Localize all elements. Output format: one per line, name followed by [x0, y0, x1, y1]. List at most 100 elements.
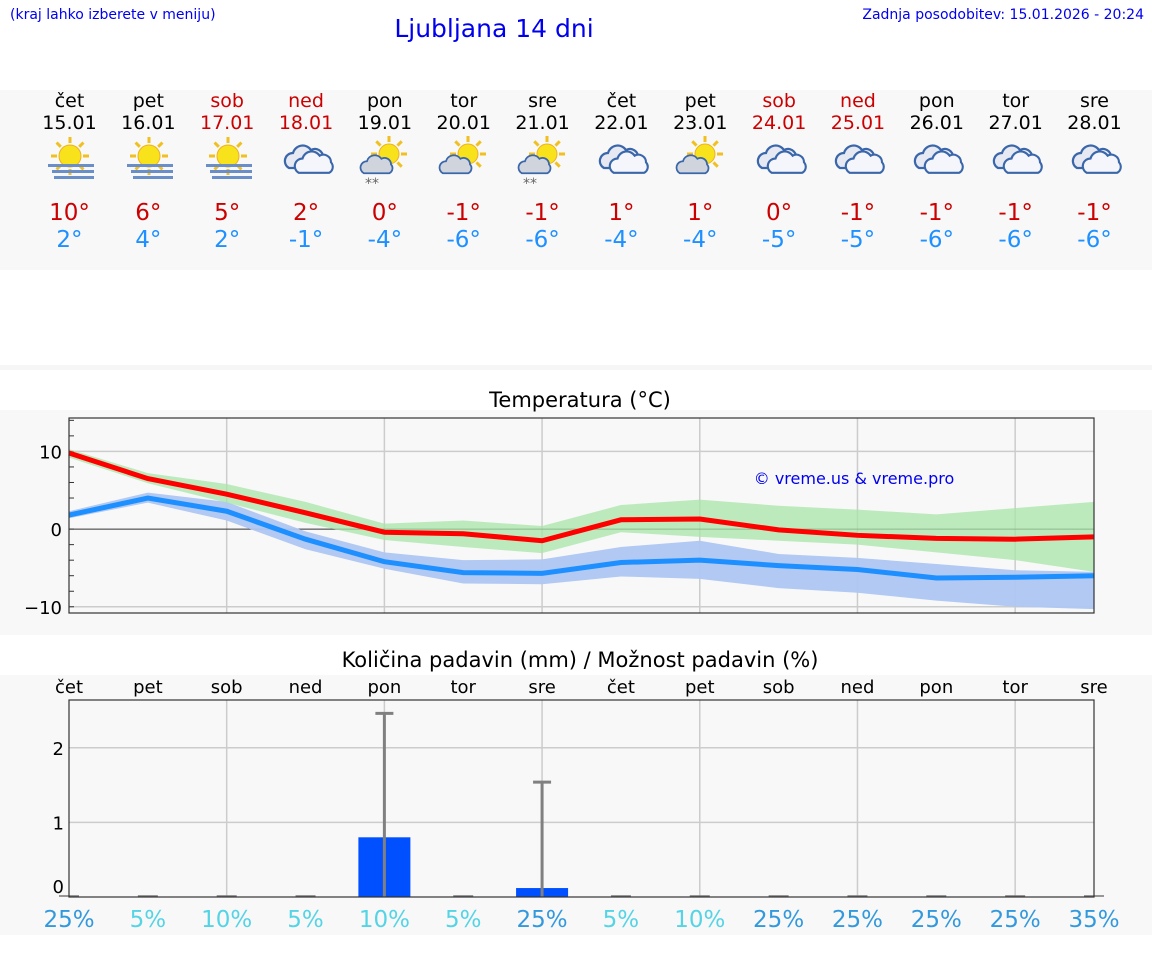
- max-temp: 5°: [214, 200, 241, 226]
- precipitation-probability: 10%: [359, 907, 410, 933]
- precipitation-chart-title: Količina padavin (mm) / Možnost padavin …: [341, 648, 819, 672]
- precipitation-probability: 5%: [603, 907, 640, 933]
- cloudy-icon: [1067, 134, 1123, 190]
- min-temp: -4°: [683, 227, 718, 253]
- day-label: pon: [919, 677, 953, 698]
- day-date: 15.01: [42, 112, 97, 134]
- day-name: ned: [840, 90, 876, 112]
- min-temp: -6°: [919, 227, 955, 253]
- svg-text:**: **: [523, 176, 537, 190]
- sun-fog-icon: [42, 134, 98, 190]
- precipitation-probability: 5%: [130, 907, 167, 933]
- day-name: pon: [367, 90, 403, 112]
- precipitation-probability: 35%: [1068, 907, 1119, 933]
- max-temp: 2°: [292, 200, 320, 226]
- precipitation-probability: 5%: [445, 907, 482, 933]
- last-updated: Zadnja posodobitev: 15.01.2026 - 20:24: [862, 7, 1144, 23]
- day-name: tor: [450, 90, 478, 112]
- max-temp: -1°: [998, 200, 1033, 226]
- precipitation-probability: 25%: [753, 907, 804, 933]
- day-date: 21.01: [515, 112, 570, 134]
- day-name: sre: [528, 90, 558, 112]
- min-temp: -6°: [446, 227, 481, 253]
- precipitation-probability: 25%: [517, 907, 568, 933]
- temperature-plot-frame: [68, 417, 1095, 614]
- day-label: čet: [55, 677, 83, 698]
- max-temp: -1°: [919, 200, 955, 226]
- day-label: pet: [133, 677, 163, 698]
- day-label: čet: [607, 677, 635, 698]
- day-name: sre: [1080, 90, 1109, 112]
- day-date: 25.01: [830, 112, 886, 134]
- day-label: sob: [211, 677, 243, 698]
- cloudy-icon: [988, 134, 1044, 190]
- precipitation-probability: 10%: [201, 907, 252, 933]
- day-date: 23.01: [673, 112, 728, 134]
- temperature-chart-title: Temperatura (°C): [489, 388, 671, 412]
- svg-text:**: **: [365, 176, 379, 190]
- day-label: sob: [763, 677, 795, 698]
- precipitation-probability: 25%: [43, 907, 94, 933]
- precipitation-chart-area: [0, 675, 1152, 935]
- min-temp: -6°: [998, 227, 1033, 253]
- divider: [0, 365, 1152, 370]
- max-temp: -1°: [840, 200, 876, 226]
- day-date: 22.01: [594, 112, 649, 134]
- day-date: 16.01: [121, 112, 176, 134]
- daily-forecast-panel: čet 15.01 10° 2° pet 16.01 6° 4° sob 17.01…: [0, 90, 1152, 270]
- precipitation-probability: 25%: [911, 907, 962, 933]
- day-date: 24.01: [751, 112, 807, 134]
- day-name: tor: [1002, 90, 1030, 112]
- min-temp: -5°: [761, 227, 797, 253]
- max-temp: 1°: [687, 200, 714, 226]
- sun-fog-icon: [121, 134, 177, 190]
- cloudy-icon: [830, 134, 886, 190]
- day-label: pon: [367, 677, 401, 698]
- partly-cloudy-snow-icon: **: [357, 134, 413, 192]
- min-temp: -1°: [288, 227, 324, 253]
- min-temp: -5°: [840, 227, 876, 253]
- precipitation-probability: 5%: [287, 907, 324, 933]
- day-name: čet: [54, 90, 85, 112]
- day-name: sob: [210, 90, 244, 112]
- day-date: 19.01: [357, 112, 413, 134]
- max-temp: 0°: [371, 200, 398, 226]
- min-temp: 4°: [135, 227, 162, 253]
- min-temp: -4°: [367, 227, 403, 253]
- day-date: 26.01: [909, 112, 964, 134]
- min-temp: 2°: [214, 227, 241, 253]
- max-temp-line: [68, 450, 1095, 544]
- day-name: ned: [288, 90, 324, 112]
- min-temp: 2°: [56, 227, 83, 253]
- max-temp: -1°: [525, 200, 560, 226]
- y-tick-label: 10: [39, 442, 62, 463]
- y-tick-label: 0: [53, 877, 64, 898]
- precipitation-probability: 25%: [990, 907, 1041, 933]
- day-date: 28.01: [1067, 112, 1122, 134]
- max-temp: -1°: [446, 200, 481, 226]
- y-tick-label: 0: [51, 520, 62, 541]
- max-temp: -1°: [1077, 200, 1112, 226]
- max-temp: 1°: [608, 200, 635, 226]
- location-hint: (kraj lahko izberete v meniju): [10, 7, 216, 23]
- min-temp-line: [68, 495, 1095, 581]
- day-label: sre: [528, 677, 555, 698]
- day-name: čet: [606, 90, 637, 112]
- day-label: ned: [289, 677, 323, 698]
- sun-fog-icon: [200, 134, 256, 190]
- partly-cloudy-icon: [436, 134, 492, 190]
- watermark: © vreme.us & vreme.pro: [754, 469, 955, 488]
- max-temp: 0°: [766, 200, 793, 226]
- min-temp-band: [69, 492, 1094, 610]
- day-name: pon: [918, 90, 955, 112]
- precipitation-probability: 25%: [832, 907, 883, 933]
- cloudy-icon: [909, 134, 965, 190]
- max-temp: 6°: [135, 200, 162, 226]
- min-temp: -4°: [604, 227, 639, 253]
- y-tick-label: 2: [53, 739, 64, 760]
- day-name: sob: [762, 90, 796, 112]
- precipitation-probability: 10%: [674, 907, 725, 933]
- day-name: pet: [132, 90, 164, 112]
- day-date: 20.01: [436, 112, 491, 134]
